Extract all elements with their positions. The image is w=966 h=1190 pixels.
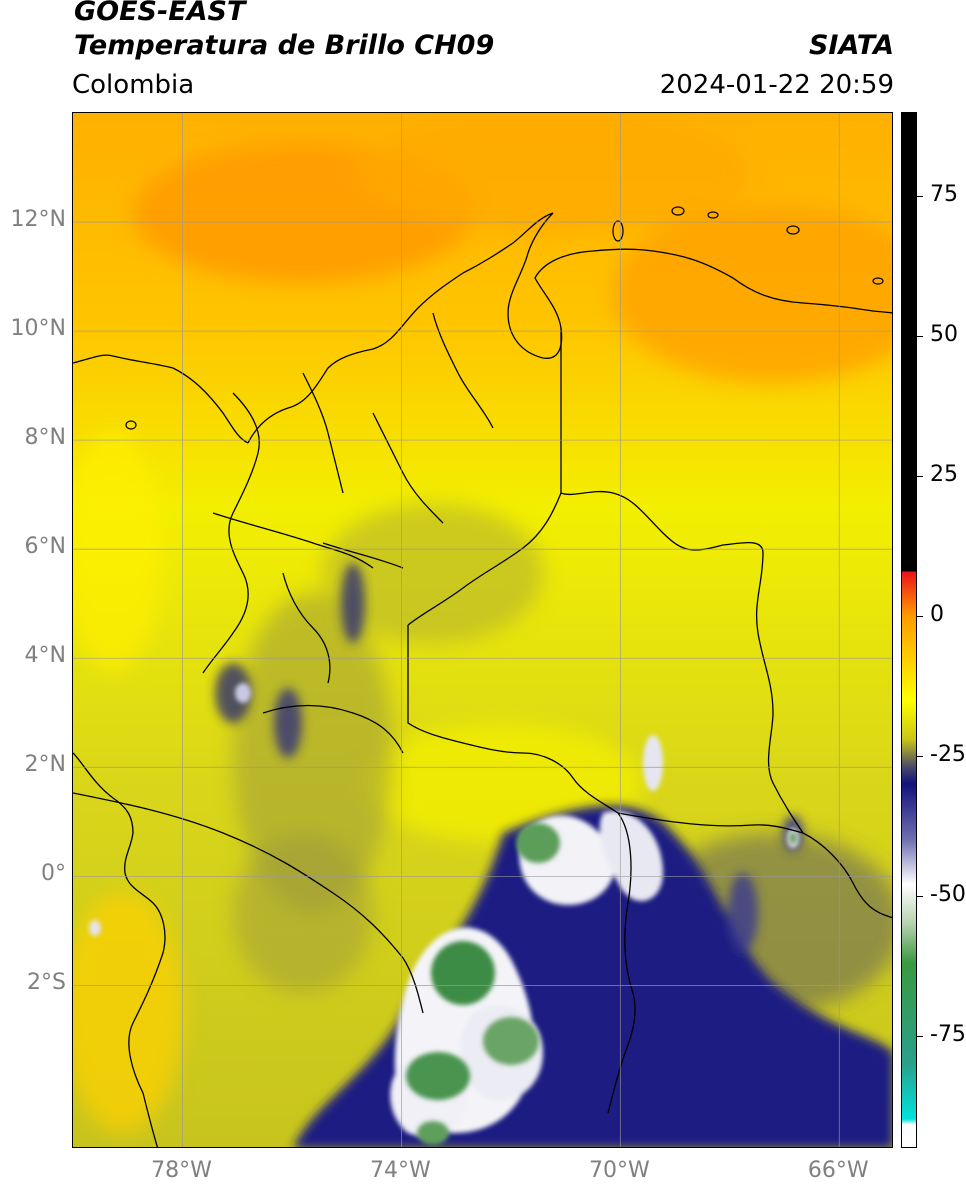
colorbar-tick (917, 616, 923, 617)
latitude-tick-label: 12°N (10, 207, 66, 233)
coldest-cloud-cores (406, 823, 797, 1145)
colorbar-tick (917, 476, 923, 477)
map-panel[interactable] (72, 112, 893, 1148)
latitude-tick-label: 8°N (24, 425, 66, 451)
longitude-tick-label: 74°W (370, 1158, 431, 1183)
title-line-1: GOES-EAST (74, 0, 246, 27)
colorbar-tick (917, 196, 923, 197)
title-line-2: Temperatura de Brillo CH09 (74, 30, 495, 61)
datetime-label: 2024-01-22 20:59 (659, 70, 894, 100)
colorbar-tick-label: 25 (930, 462, 958, 487)
latitude-tick-label: 6°N (24, 534, 66, 560)
colorbar-tick-label: -75 (930, 1022, 966, 1047)
region-label: Colombia (72, 70, 195, 100)
latitude-tick-label: 10°N (10, 316, 66, 342)
longitude-tick-label: 66°W (807, 1158, 869, 1183)
latitude-tick-label: 2°S (27, 970, 66, 996)
coastlines-and-borders (73, 212, 892, 1147)
longitude-tick-label: 78°W (151, 1158, 212, 1183)
source-label: SIATA (808, 30, 894, 61)
colorbar-tick (917, 1036, 923, 1037)
longitude-tick-label: 70°W (588, 1158, 650, 1183)
graticule (73, 113, 892, 1147)
colorbar-tick-label: -25 (930, 742, 966, 767)
islands (125, 206, 884, 430)
latitude-tick-label: 2°N (24, 752, 66, 778)
colorbar-tick-label: 0 (930, 602, 944, 627)
colorbar-tick (917, 896, 923, 897)
brightness-temperature-map (73, 113, 892, 1147)
latitude-tick-label: 4°N (24, 643, 66, 669)
colorbar-tick (917, 756, 923, 757)
colorbar-tick (917, 336, 923, 337)
colorbar-tick-label: -50 (930, 882, 966, 907)
colorbar-tick-label: 75 (930, 182, 958, 207)
colorbar (901, 112, 917, 1148)
latitude-tick-label: 0° (41, 861, 66, 887)
colorbar-tick-label: 50 (930, 322, 958, 347)
